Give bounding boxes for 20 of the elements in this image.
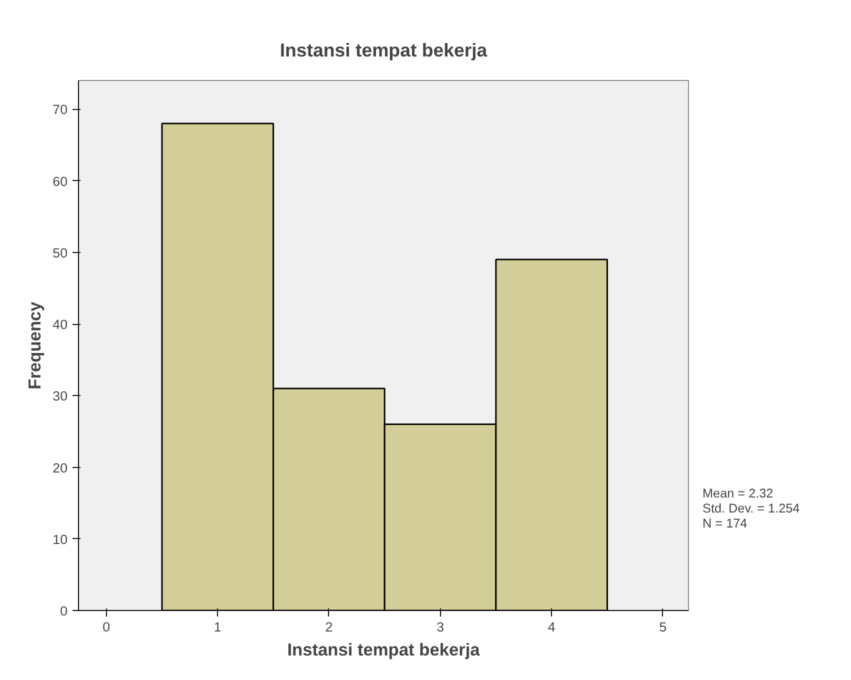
chart-title: Instansi tempat bekerja bbox=[280, 40, 488, 60]
text: N = 174 bbox=[702, 516, 748, 530]
y-tick-label: 60 bbox=[52, 174, 68, 189]
y-tick-label: 0 bbox=[60, 604, 68, 618]
x-axis-title: Instansi tempat bekerja bbox=[287, 640, 480, 660]
y-tick-label: 70 bbox=[52, 102, 68, 118]
x-tick-label: 4 bbox=[548, 620, 556, 634]
y-tick-label: 10 bbox=[52, 532, 68, 547]
x-tick-label: 5 bbox=[659, 620, 667, 634]
text: Std. Dev. = 1.254 bbox=[702, 502, 800, 516]
x-tick-label: 2 bbox=[325, 620, 333, 634]
y-tick-label: 20 bbox=[52, 460, 68, 476]
y-tick-label: 50 bbox=[52, 245, 68, 260]
y-axis-title: Frequency bbox=[24, 301, 45, 390]
x-tick-label: 0 bbox=[102, 620, 110, 634]
y-tick-label: 40 bbox=[52, 317, 68, 332]
x-tick-label: 1 bbox=[214, 620, 222, 634]
y-tick-label: 30 bbox=[52, 388, 68, 404]
x-tick-label: 3 bbox=[436, 620, 444, 634]
text: Mean = 2.32 bbox=[702, 486, 774, 500]
